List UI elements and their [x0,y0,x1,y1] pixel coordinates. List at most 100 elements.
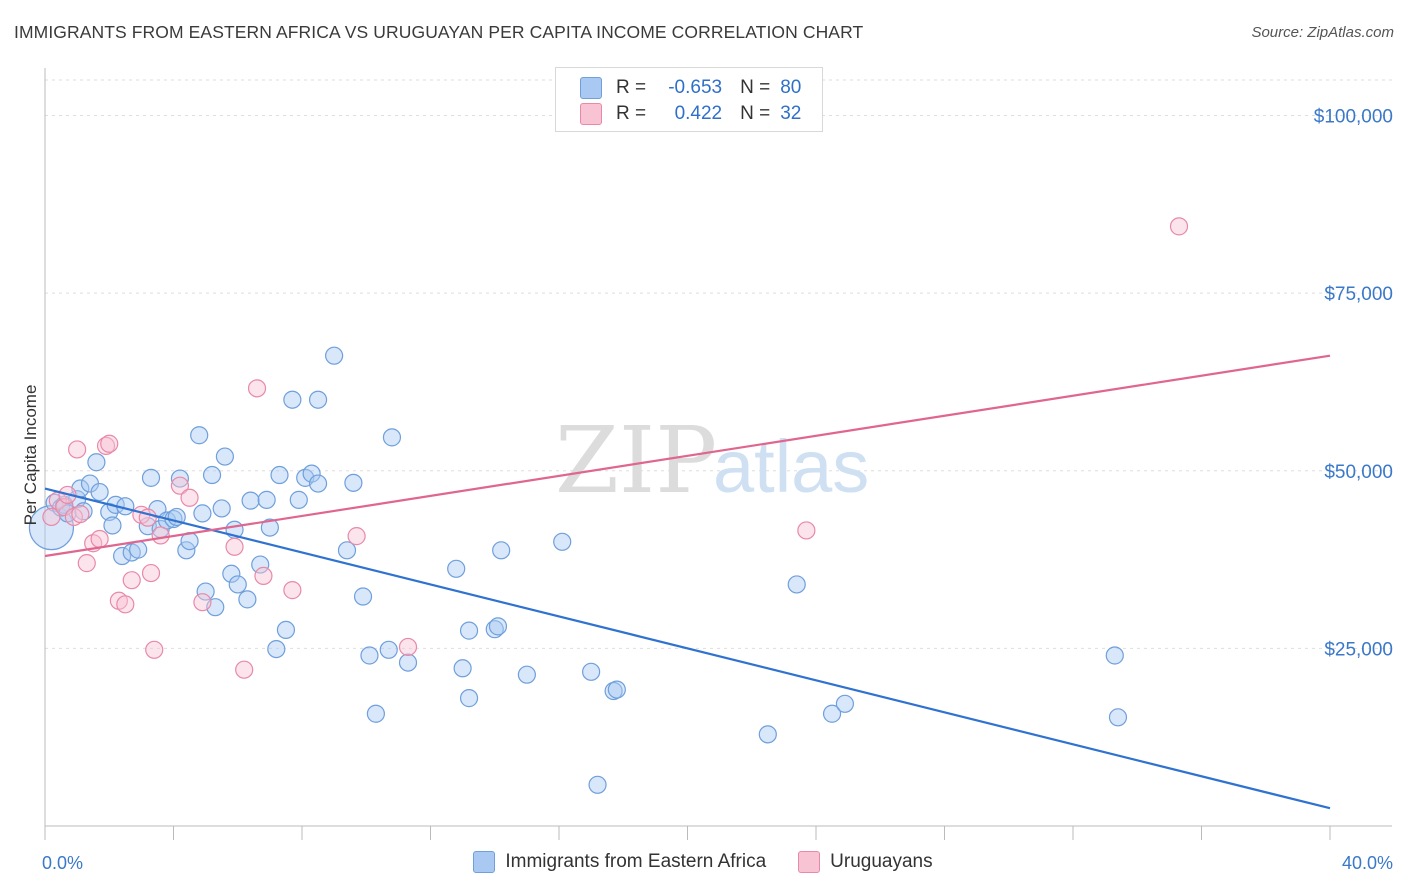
eastern-africa-point [260,518,279,537]
eastern-africa-point [447,559,466,578]
eastern-africa-point [453,659,472,678]
eastern-africa-point [103,516,122,535]
eastern-africa-point [582,662,601,681]
eastern-africa-point [488,617,508,636]
eastern-africa-point [90,482,109,502]
uruguayan-point [122,571,141,590]
legend-swatch-blue [580,77,602,99]
uruguayan-point [254,566,273,586]
eastern-africa-point [202,465,222,485]
eastern-africa-point [344,473,363,492]
uruguayan-point [96,436,116,455]
uruguayan-point [180,488,199,507]
grid-lines [45,79,1392,649]
uruguayan-point [347,527,366,546]
uruguayan-point [247,379,267,398]
legend-n-value: 32 [780,103,802,124]
eastern-africa-point [492,541,511,560]
uruguayan-point [141,563,161,583]
eastern-africa-point [607,680,626,699]
uruguayan-point [42,507,61,527]
uruguayan-point [68,440,87,459]
eastern-africa-point [353,587,373,606]
uruguayan-point [398,637,418,657]
legend-item-uruguayans[interactable]: Uruguayans [798,851,933,873]
uruguayan-point [235,660,254,679]
eastern-africa-point [485,620,504,639]
legend-row-eastern-africa: R = -0.653 N = 80 [580,76,801,100]
trend-line-uruguayans [44,354,1331,558]
eastern-africa-point [398,653,418,672]
legend-n-value: 80 [780,77,802,98]
data-points [28,217,1189,794]
uruguayan-point [225,537,244,556]
uruguayan-point [283,581,302,600]
eastern-africa-point [366,704,385,723]
eastern-africa-point [257,490,276,509]
x-tick-label-min: 0.0% [42,853,83,873]
eastern-africa-point [276,620,296,640]
legend-r-value: 0.422 [674,103,723,124]
legend-r-label: R = [616,77,647,98]
eastern-africa-point [382,428,402,447]
eastern-africa-point [308,390,328,409]
eastern-africa-point [517,665,536,684]
eastern-africa-point [360,646,379,665]
uruguayan-point [55,497,74,517]
legend-label: Uruguayans [830,851,933,872]
y-tick-label: $100,000 [1314,107,1393,128]
eastern-africa-point [251,555,270,574]
y-axis-title: Per Capita Income [21,385,40,526]
eastern-africa-point [74,502,93,521]
eastern-africa-point [588,775,607,794]
eastern-africa-point [270,465,289,485]
legend-swatch-blue [473,851,496,873]
trend-line-eastern-africa [44,487,1331,810]
legend-r-label: R = [616,103,647,124]
legend-n-label: N = [740,103,771,124]
uruguayan-point [1169,217,1189,236]
eastern-africa-point [325,346,344,365]
eastern-africa-point [1108,708,1128,727]
legend-label: Immigrants from Eastern Africa [505,851,767,872]
eastern-africa-point [228,575,247,594]
axes [44,68,1392,840]
eastern-africa-point [822,704,842,723]
legend-swatch-pink [580,103,602,125]
chart-title: IMMIGRANTS FROM EASTERN AFRICA VS URUGUA… [14,22,864,42]
eastern-africa-point [308,474,328,493]
y-tick-label: $75,000 [1324,284,1393,305]
eastern-africa-point [758,725,777,744]
uruguayan-point [77,554,96,573]
legend-row-uruguayans: R = 0.422 N = 32 [580,102,801,126]
eastern-africa-point [190,426,209,445]
axis-labels: $25,000 $50,000 $75,000 $100,000 0.0% 40.0% Pe… [21,107,1393,873]
uruguayan-point [71,505,90,524]
eastern-africa-point [379,640,398,659]
legend-swatch-pink [798,851,821,873]
uruguayan-point [90,529,109,549]
eastern-africa-point [267,639,286,659]
source-credit: Source: ZipAtlas.com [1251,24,1394,41]
trend-lines [44,354,1331,810]
watermark-zip: ZIP [555,407,717,514]
eastern-africa-point [835,694,855,713]
eastern-africa-point [241,491,260,510]
eastern-africa-point [289,490,308,509]
eastern-africa-point [553,532,572,551]
eastern-africa-point [302,464,321,483]
eastern-africa-point [212,499,231,518]
y-tick-label: $50,000 [1324,462,1393,483]
eastern-africa-point [129,540,148,559]
uruguayan-point [797,521,816,540]
eastern-africa-point [787,575,806,594]
legend-item-eastern-africa[interactable]: Immigrants from Eastern Africa [473,851,766,873]
watermark: ZIP atlas [555,407,869,514]
uruguayan-point [151,526,170,545]
y-tick-label: $25,000 [1324,639,1393,660]
correlation-legend: R = -0.653 N = 80 R = 0.422 N = 32 [555,67,823,132]
eastern-africa-point [337,541,357,560]
watermark-atlas: atlas [713,425,869,508]
uruguayan-point [100,434,119,453]
